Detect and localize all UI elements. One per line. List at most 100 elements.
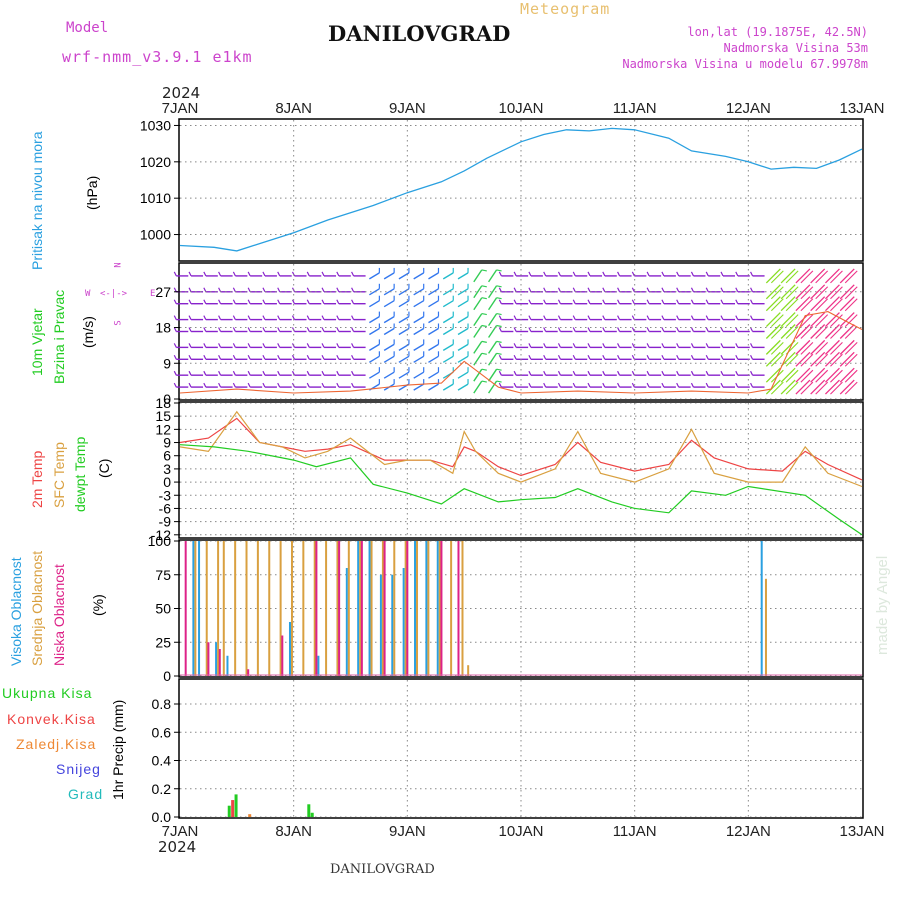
wind-barb (705, 370, 709, 376)
cloud-high-bar (368, 541, 371, 676)
wind-barb (720, 355, 724, 360)
wind-barb (188, 382, 192, 388)
wind-barb (369, 343, 380, 351)
wind-barb (770, 298, 784, 312)
wind-barb (557, 370, 562, 376)
wind-barb (705, 299, 709, 304)
wind-barb (844, 286, 858, 300)
meteogram-title: Meteogram (520, 0, 611, 18)
wind-barb (795, 284, 811, 300)
wind-barb (765, 324, 781, 339)
wind-barb (800, 314, 814, 327)
cloud-panel: 0 25 50 75 100 (148, 533, 864, 684)
cloud-mid-bar (268, 541, 271, 676)
cloud-high-bar (317, 655, 320, 676)
wind-barb (780, 367, 796, 383)
wind-barb (690, 343, 694, 348)
wind-barb (473, 313, 483, 326)
y-tick-label: 0.6 (152, 724, 172, 740)
wind-barb (765, 379, 781, 395)
wind-barb (750, 382, 754, 388)
cloud-low-bar (207, 642, 210, 676)
wind-barb (369, 272, 380, 280)
wind-barb (218, 271, 222, 277)
wind-barb (232, 343, 236, 348)
wind-barb (277, 271, 281, 277)
wind-barb (602, 370, 606, 376)
wind-barb (800, 341, 814, 355)
wind-barb (442, 288, 454, 296)
wind-barb (543, 271, 547, 277)
lonlat-info: lon,lat (19.1875E, 42.5N) (687, 25, 868, 39)
wind-barb (646, 299, 650, 304)
cloud-mid-bar (279, 541, 282, 676)
temp-2m-line (179, 417, 863, 481)
wind-barb (188, 355, 192, 360)
cloud-low-bar (383, 541, 386, 676)
year-top: 2024 (162, 84, 201, 102)
wind-barb (830, 314, 843, 327)
y-tick-label: 0 (163, 391, 171, 407)
wind-barb (765, 367, 781, 383)
model-elevation-info: Nadmorska Visina u modelu 67.9978m (622, 57, 868, 71)
y-tick-label: 1010 (140, 190, 171, 206)
wind-barb (188, 327, 192, 332)
wind-barb (690, 382, 694, 388)
wind-barb (720, 299, 724, 304)
y-tick-label: 18 (155, 320, 171, 336)
wind-barb (617, 370, 621, 376)
wind-barb (830, 353, 843, 367)
y-tick-label: 25 (155, 634, 171, 650)
wind-barb (442, 355, 454, 363)
y-tick-label: 0.2 (152, 781, 172, 797)
wind-barb (844, 326, 858, 339)
wind-barb (795, 351, 811, 367)
wind-barb (351, 327, 355, 332)
cloud-mid-bar (336, 541, 339, 676)
cloud-low-bar (360, 541, 363, 676)
wind-barb (351, 299, 355, 304)
wind-barb (321, 382, 325, 388)
wind-barb (690, 271, 694, 277)
wind-barb (481, 380, 487, 383)
cloud-mid-bar (290, 541, 293, 676)
wind-barb (336, 287, 340, 293)
cloud-mid-bar (404, 541, 407, 676)
wind-barb (631, 355, 635, 360)
wind-barb (750, 271, 754, 277)
wind-barb (173, 287, 177, 293)
compass-east: E (150, 289, 156, 299)
wind-barb (306, 355, 310, 360)
wind-barb (839, 379, 855, 395)
wind-barb (498, 287, 502, 293)
wind-barb (247, 370, 251, 376)
wind-barb (815, 270, 829, 284)
cloud-mid-bar (194, 541, 197, 676)
wind-barb (262, 382, 266, 388)
date-label-top: 11JAN (613, 100, 657, 117)
y-tick-label: -9 (159, 514, 172, 530)
wind-barb (188, 315, 192, 320)
wind-barb (824, 351, 840, 367)
wind-barb (321, 315, 325, 320)
wind-barb (306, 370, 310, 376)
cloud-mid-bar (416, 541, 419, 676)
wind-barb (457, 383, 469, 391)
wind-barb (572, 382, 576, 388)
wind-barb (602, 299, 606, 304)
temp-sfc-line (179, 410, 863, 488)
wind-barb (277, 287, 281, 293)
wind-barb (720, 315, 724, 320)
wind-barb (735, 327, 739, 332)
year-bottom: 2024 (158, 838, 197, 856)
model-label: Model (66, 20, 109, 36)
wind-barb (428, 300, 439, 308)
wind-barb (457, 300, 469, 308)
wind-barb (383, 300, 395, 308)
wind-barb (383, 288, 395, 296)
wind-barb (413, 327, 425, 336)
wind-barb (528, 315, 532, 320)
wind-barb (661, 355, 665, 360)
wind-barb (785, 326, 799, 339)
wind-barb (262, 299, 266, 304)
